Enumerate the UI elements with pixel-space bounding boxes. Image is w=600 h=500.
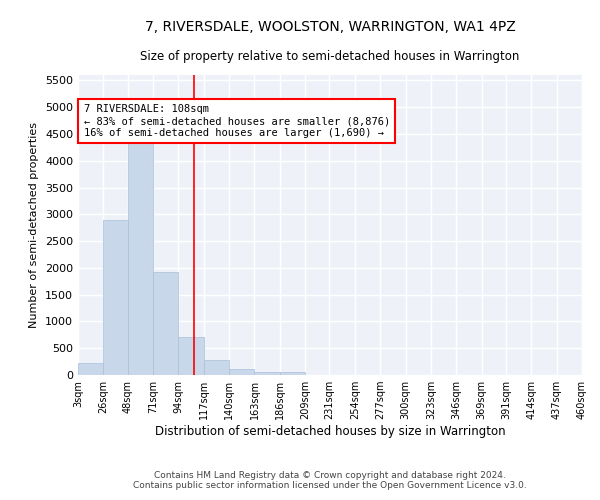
Text: 7 RIVERSDALE: 108sqm
← 83% of semi-detached houses are smaller (8,876)
16% of se: 7 RIVERSDALE: 108sqm ← 83% of semi-detac… <box>83 104 390 138</box>
Bar <box>204 360 229 375</box>
Bar <box>128 140 153 375</box>
Bar <box>178 337 204 375</box>
Text: 7, RIVERSDALE, WOOLSTON, WARRINGTON, WA1 4PZ: 7, RIVERSDALE, WOOLSTON, WARRINGTON, WA1… <box>145 20 515 34</box>
Bar <box>78 363 103 375</box>
Text: Size of property relative to semi-detached houses in Warrington: Size of property relative to semi-detach… <box>140 50 520 63</box>
Bar <box>254 372 280 375</box>
Bar <box>229 369 254 375</box>
Bar <box>280 372 305 375</box>
Bar <box>103 220 128 375</box>
Bar <box>153 272 178 375</box>
Text: Contains HM Land Registry data © Crown copyright and database right 2024.
Contai: Contains HM Land Registry data © Crown c… <box>133 470 527 490</box>
Y-axis label: Number of semi-detached properties: Number of semi-detached properties <box>29 122 40 328</box>
X-axis label: Distribution of semi-detached houses by size in Warrington: Distribution of semi-detached houses by … <box>155 425 505 438</box>
